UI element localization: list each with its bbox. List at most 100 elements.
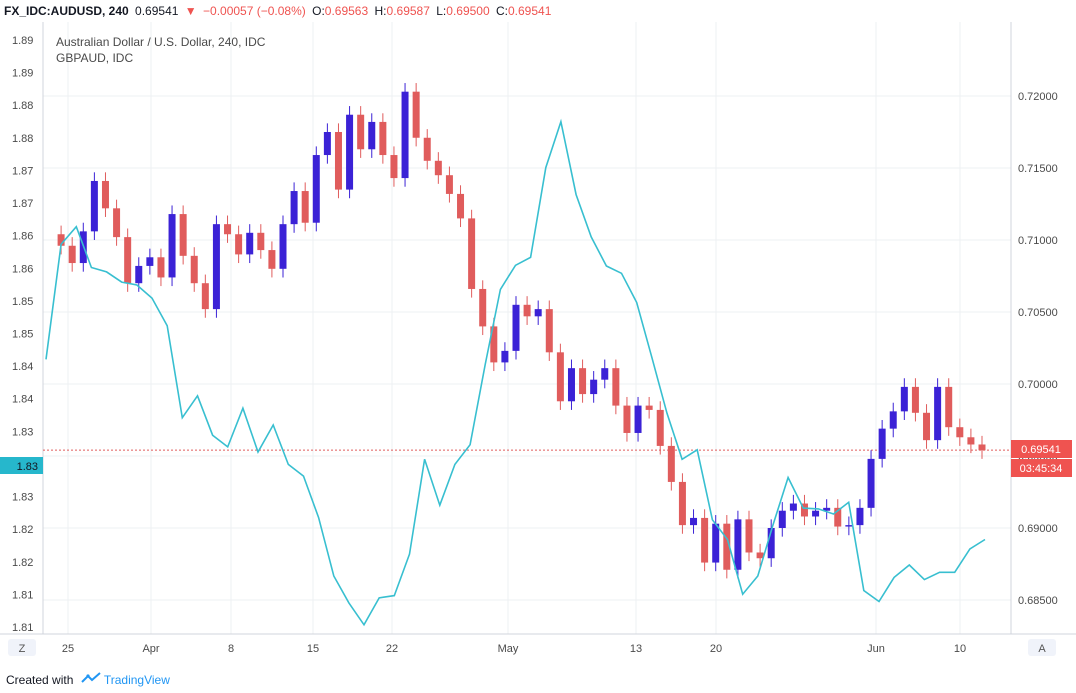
a-button-bg[interactable] [1028, 639, 1056, 656]
time-tick-label: 22 [386, 643, 398, 655]
price-change: −0.00057 (−0.08%) [203, 4, 306, 18]
candle-body [501, 350, 509, 363]
high-value: 0.69587 [386, 4, 430, 18]
tradingview-logo-icon[interactable] [81, 668, 101, 693]
left-price-tag: 1.83 [0, 457, 43, 474]
candle-body [889, 411, 897, 429]
candle-body [135, 265, 143, 284]
auto-scale-left[interactable]: Z [8, 639, 36, 656]
time-axis-ticks: 25 Apr 8 15 22 May 13 20 Jun 10 [62, 643, 966, 655]
down-arrow-icon: ▼ [184, 4, 197, 18]
candle-body [146, 257, 154, 266]
time-tick-label: 25 [62, 643, 74, 655]
right-tick-label: 0.71500 [1018, 163, 1058, 175]
right-tick-label: 0.68500 [1018, 595, 1058, 607]
candle-body [701, 517, 709, 563]
candle-body [656, 409, 664, 446]
candle-body [434, 160, 442, 176]
candle-body [201, 283, 209, 310]
left-tick-label: 1.83 [12, 492, 33, 504]
candle-body [823, 507, 831, 511]
candle-body [678, 481, 686, 526]
candle-body [479, 288, 487, 327]
auto-scale-right[interactable]: A [1028, 639, 1056, 656]
candle-body [745, 519, 753, 553]
candle-body [224, 224, 232, 235]
candle-body [634, 405, 642, 433]
left-tick-label: 1.85 [12, 296, 33, 308]
time-tick-label: 13 [630, 643, 642, 655]
footer: Created with TradingView [0, 668, 1076, 693]
candle-body [401, 91, 409, 179]
price-tag: 0.69541 [1011, 440, 1072, 458]
candle-body [368, 121, 376, 150]
footer-brand[interactable]: TradingView [103, 673, 170, 687]
candle-body [168, 214, 176, 278]
candle-body [124, 237, 132, 284]
candle-body [468, 218, 476, 289]
candle-body [412, 91, 420, 138]
time-tick-label: 20 [710, 643, 722, 655]
candle-body [623, 405, 631, 433]
candle-body [956, 427, 964, 438]
candle-body [800, 503, 808, 517]
candle-body [945, 386, 953, 428]
candle-body [445, 175, 453, 194]
candle-body [423, 137, 431, 161]
candle-body [978, 444, 986, 451]
candle-body [834, 507, 842, 527]
left-tick-label: 1.84 [12, 361, 33, 373]
candle-body [590, 379, 598, 395]
left-price-tag-bg [0, 457, 43, 474]
candle-body [235, 234, 243, 255]
legend-main[interactable]: Australian Dollar / U.S. Dollar, 240, ID… [56, 35, 266, 49]
candle-body [113, 208, 121, 238]
candle-body [57, 234, 65, 246]
candle-body [911, 386, 919, 413]
left-tick-label: 1.84 [12, 394, 33, 406]
candle-body [545, 309, 553, 353]
candle-body [334, 132, 342, 190]
price-tag-text: 0.69541 [1021, 444, 1061, 456]
left-tick-label: 1.89 [12, 35, 33, 47]
left-tick-label: 1.83 [12, 426, 33, 438]
symbol-label[interactable]: FX_IDC:AUDUSD, 240 [4, 4, 129, 18]
symbol-info-bar: FX_IDC:AUDUSD, 240 0.69541 ▼ −0.00057 (−… [0, 0, 1076, 22]
z-button-bg[interactable] [8, 639, 36, 656]
right-tick-label: 0.70500 [1018, 307, 1058, 319]
axes [0, 22, 1076, 635]
left-price-tag-text: 1.83 [17, 461, 38, 473]
z-button-label[interactable]: Z [19, 643, 26, 655]
price-chart[interactable]: 1.89 1.89 1.88 1.88 1.87 1.87 1.86 1.86 1.85 1.85… [0, 22, 1076, 668]
a-button-label[interactable]: A [1038, 643, 1046, 655]
price-tag-bg [1011, 440, 1072, 458]
left-tick-label: 1.86 [12, 263, 33, 275]
right-tick-label: 0.72000 [1018, 91, 1058, 103]
candle-body [789, 503, 797, 511]
candle-body [357, 114, 365, 150]
left-tick-label: 1.86 [12, 231, 33, 243]
candle-body [612, 368, 620, 406]
candle-body [734, 519, 742, 570]
candle-body [812, 510, 820, 517]
low-value: 0.69500 [446, 4, 490, 18]
candle-body [723, 523, 731, 570]
candle-body [601, 368, 609, 380]
candle-body [923, 412, 931, 441]
candle-body [190, 255, 198, 284]
left-tick-label: 1.82 [12, 524, 33, 536]
candle-body [690, 517, 698, 526]
candle-body [490, 326, 498, 363]
left-tick-label: 1.87 [12, 165, 33, 177]
legend-compare[interactable]: GBPAUD, IDC [56, 51, 133, 65]
candle-body [379, 121, 387, 156]
footer-prefix: Created with [6, 673, 74, 687]
candle-body [457, 193, 465, 219]
right-tick-label: 0.70000 [1018, 379, 1058, 391]
left-axis-ticks: 1.89 1.89 1.88 1.88 1.87 1.87 1.86 1.86 1.85 1.85… [12, 35, 33, 634]
time-tick-label: 8 [228, 643, 234, 655]
candle-body [767, 528, 775, 559]
time-tick-label: Jun [867, 643, 885, 655]
candle-body [68, 245, 76, 264]
candle-body [778, 510, 786, 528]
